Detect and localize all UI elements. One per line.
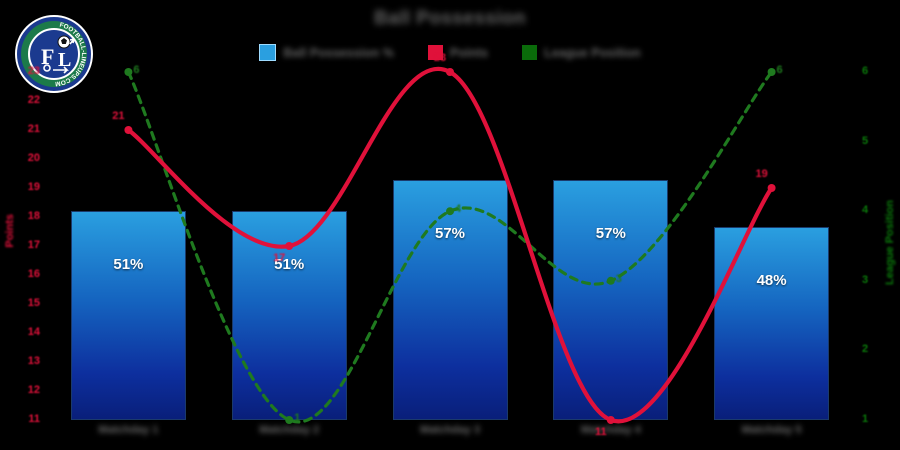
x-axis-tick-1: Matchday 1 <box>98 424 159 436</box>
left-axis-tick-23: 23 <box>27 65 40 77</box>
red-marker-4[interactable] <box>606 416 615 424</box>
legend-label-position: League Position <box>544 45 641 60</box>
line-series <box>124 66 776 424</box>
site-logo: FOOTBALL-LINEUPS.COM F L <box>14 14 94 94</box>
bar-1[interactable] <box>70 211 186 420</box>
x-axis-tick-4: Matchday 4 <box>580 424 641 436</box>
points-line <box>126 66 774 424</box>
left-axis-tick-12: 12 <box>27 384 40 396</box>
red-marker-2[interactable] <box>285 242 294 250</box>
position-label-2: 1 <box>294 412 301 424</box>
legend-label-points: Points <box>449 45 489 60</box>
green-marker-2[interactable] <box>285 416 294 424</box>
position-label-1: 6 <box>133 64 140 76</box>
right-axis-tick-4: 4 <box>862 204 869 217</box>
bar-3[interactable] <box>392 179 508 420</box>
left-axis-title: Points <box>4 214 16 248</box>
legend-swatch-position <box>522 45 538 60</box>
position-label-4: 3 <box>615 272 622 285</box>
left-axis-tick-20: 20 <box>27 152 40 164</box>
left-axis-tick-16: 16 <box>27 268 40 280</box>
right-axis-tick-1: 1 <box>862 413 869 425</box>
right-axis-tick-6: 6 <box>862 65 869 77</box>
league-position-markers <box>124 68 776 424</box>
points-label-3: 23 <box>433 52 447 64</box>
left-axis-tick-21: 21 <box>27 123 40 135</box>
chart-title: Ball Possession <box>374 8 526 29</box>
left-axis-tick-18: 18 <box>27 210 40 222</box>
left-axis-tick-13: 13 <box>27 355 40 367</box>
chart-legend: Ball Possession % Points League Position <box>0 44 900 61</box>
points-markers <box>124 68 776 424</box>
right-axis-tick-3: 3 <box>862 273 869 286</box>
left-axis-tick-15: 15 <box>27 297 40 309</box>
points-label-4: 11 <box>594 426 607 438</box>
legend-item-possession[interactable]: Ball Possession % <box>259 44 394 61</box>
league-position-line <box>126 70 774 424</box>
plot-area: 51% 51% 57% 57% 48% 21 17 23 11 19 6 1 4 3 6 <box>48 52 852 438</box>
left-axis-tick-17: 17 <box>27 239 40 251</box>
left-axis-tick-11: 11 <box>28 413 40 425</box>
bar-value-label-4: 57% <box>595 224 626 242</box>
legend-swatch-points <box>427 45 443 60</box>
legend-label-possession: Ball Possession % <box>283 45 394 60</box>
bar-value-label-1: 51% <box>113 256 144 274</box>
bar-value-label-2: 51% <box>274 256 305 274</box>
right-axis-tick-2: 2 <box>862 343 869 356</box>
points-label-1: 21 <box>112 110 125 122</box>
x-axis-tick-2: Matchday 2 <box>259 424 320 436</box>
x-axis-tick-5: Matchday 5 <box>741 424 802 436</box>
points-label-5: 19 <box>755 168 768 180</box>
red-marker-1[interactable] <box>124 126 133 134</box>
green-marker-3[interactable] <box>446 207 454 216</box>
legend-item-position[interactable]: League Position <box>522 45 641 60</box>
red-marker-5[interactable] <box>767 184 776 192</box>
svg-text:L: L <box>58 49 71 71</box>
bar-4[interactable] <box>553 179 669 420</box>
position-label-3: 4 <box>454 203 462 216</box>
svg-text:F: F <box>41 44 54 69</box>
bar-value-label-3: 57% <box>434 224 466 242</box>
x-axis-tick-3: Matchday 3 <box>420 424 480 436</box>
green-marker-5[interactable] <box>767 68 776 76</box>
legend-item-points[interactable]: Points <box>427 45 489 60</box>
position-label-5: 6 <box>776 64 783 76</box>
left-axis-tick-19: 19 <box>27 181 40 193</box>
legend-swatch-possession <box>259 44 277 61</box>
red-marker-3[interactable] <box>446 68 454 76</box>
left-axis-tick-22: 22 <box>27 94 40 106</box>
left-axis-tick-14: 14 <box>27 326 40 338</box>
right-axis-title: League Position <box>884 200 896 285</box>
points-label-2: 17 <box>273 252 286 264</box>
green-marker-4[interactable] <box>606 276 615 285</box>
green-marker-1[interactable] <box>124 68 133 76</box>
bar-value-label-5: 48% <box>756 271 787 289</box>
right-axis-tick-5: 5 <box>862 134 869 147</box>
